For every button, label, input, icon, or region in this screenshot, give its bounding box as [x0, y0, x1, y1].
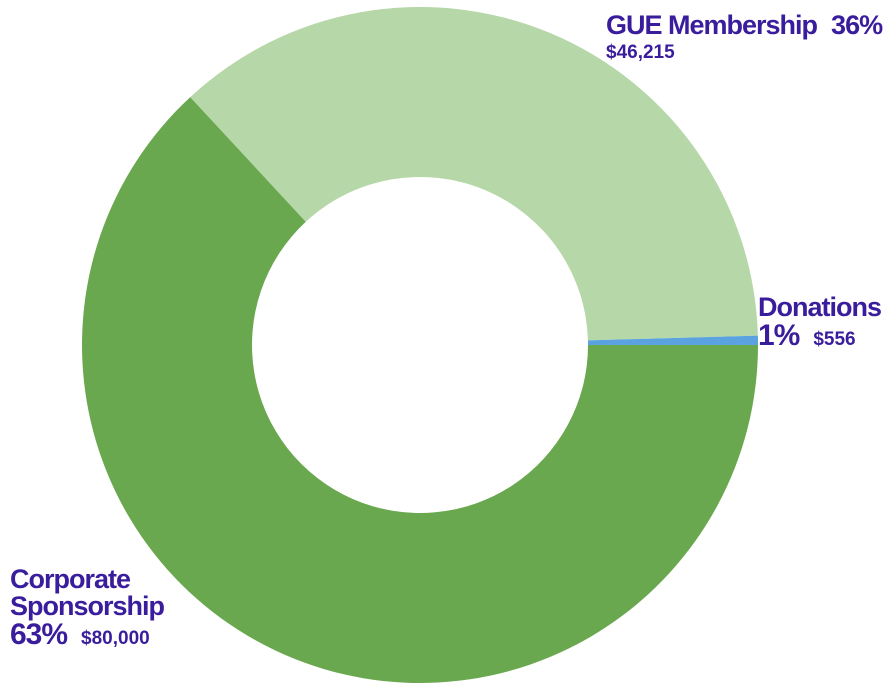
label-line: 63% $80,000 — [10, 620, 180, 650]
slice-label: Corporate Sponsorship 63% $80,000 — [10, 566, 180, 650]
percent-label: 1% — [758, 319, 800, 352]
percent-label: 36% — [831, 10, 883, 40]
label-line: Corporate Sponsorship — [10, 566, 180, 620]
percent-label: 63% — [10, 618, 68, 651]
label-line: GUE Membership 36% — [606, 12, 892, 39]
value-label: $80,000 — [81, 628, 150, 649]
value-label: $556 — [813, 329, 856, 350]
label-line: 1% $556 — [758, 321, 892, 351]
slice — [82, 97, 759, 684]
slice — [587, 335, 758, 345]
label-line: Donations — [758, 294, 892, 321]
category-label: GUE Membership — [606, 10, 818, 40]
value-label: $46,215 — [606, 42, 675, 63]
label-line: $46,215 — [606, 43, 892, 62]
category-label: Corporate Sponsorship — [10, 564, 165, 621]
slice-label: Donations 1% $556 — [758, 294, 892, 351]
category-label: Donations — [758, 292, 882, 322]
slice — [190, 7, 758, 341]
slice-label: GUE Membership 36% $46,215 — [606, 12, 892, 63]
